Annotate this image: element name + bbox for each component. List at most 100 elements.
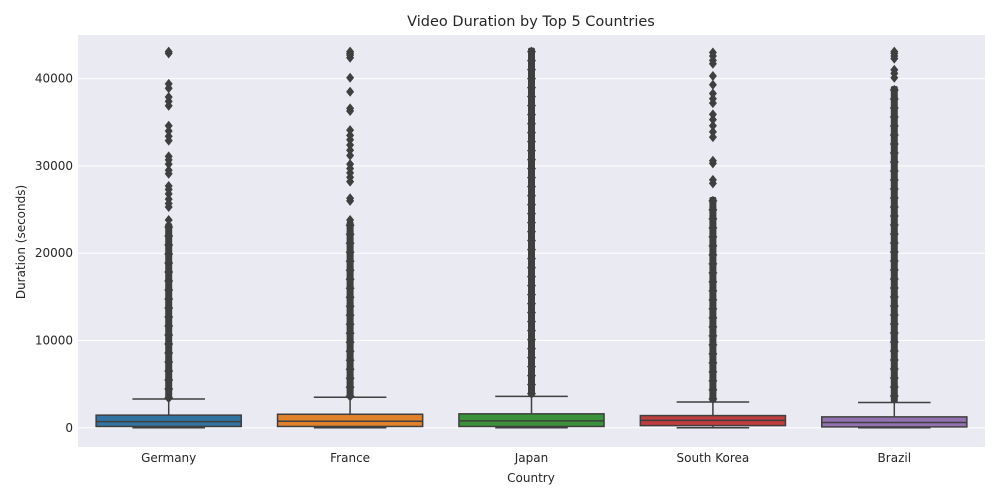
outlier-point bbox=[345, 283, 355, 294]
outlier-point bbox=[527, 100, 536, 111]
outlier-point bbox=[889, 237, 899, 248]
outlier-point bbox=[708, 79, 717, 90]
outlier-point bbox=[527, 64, 536, 75]
outlier-point bbox=[345, 337, 355, 348]
outlier-point bbox=[164, 294, 174, 305]
outlier-point bbox=[708, 93, 717, 104]
outlier-point bbox=[164, 222, 174, 233]
outlier-point bbox=[164, 366, 174, 377]
outlier-point bbox=[346, 193, 355, 204]
outlier-point bbox=[164, 330, 174, 341]
x-tick-label: Japan bbox=[514, 451, 548, 465]
outlier-point bbox=[345, 328, 355, 339]
chart-title: Video Duration by Top 5 Countries bbox=[407, 14, 655, 30]
outlier-point bbox=[889, 390, 899, 401]
outlier-point bbox=[164, 120, 173, 131]
outlier-point bbox=[527, 46, 536, 57]
outlier-point bbox=[889, 273, 899, 284]
outlier-point bbox=[345, 355, 355, 366]
outlier-point bbox=[346, 215, 355, 226]
outlier-point bbox=[708, 240, 718, 251]
outlier-point bbox=[708, 339, 718, 350]
outlier-point bbox=[345, 310, 355, 321]
outlier-point bbox=[889, 192, 899, 203]
y-tick-label: 40000 bbox=[35, 72, 73, 86]
outlier-point bbox=[708, 384, 718, 395]
outlier-point bbox=[708, 303, 718, 314]
outlier-point bbox=[889, 300, 899, 311]
outlier-point bbox=[889, 219, 899, 230]
outlier-point bbox=[345, 238, 355, 249]
outlier-point bbox=[708, 330, 718, 341]
outlier-point bbox=[708, 276, 718, 287]
outlier-point bbox=[889, 282, 899, 293]
outlier-point bbox=[345, 391, 355, 402]
outlier-point bbox=[527, 307, 536, 318]
box-france bbox=[276, 46, 424, 429]
outlier-point bbox=[527, 226, 536, 237]
outlier-point bbox=[889, 345, 899, 356]
outlier-point bbox=[889, 381, 899, 392]
outlier-point bbox=[527, 154, 536, 165]
outlier-point bbox=[708, 88, 717, 99]
outlier-point bbox=[527, 235, 536, 246]
outlier-point bbox=[527, 190, 536, 201]
outlier-point bbox=[708, 71, 717, 82]
outlier-point bbox=[527, 298, 536, 309]
outlier-point bbox=[164, 91, 173, 102]
outlier-point bbox=[346, 46, 355, 57]
outlier-point bbox=[164, 78, 173, 89]
outlier-point bbox=[889, 183, 899, 194]
y-tick-label: 10000 bbox=[35, 334, 73, 348]
outlier-point bbox=[346, 125, 355, 136]
outlier-point bbox=[346, 103, 355, 114]
outlier-point bbox=[708, 109, 717, 120]
outlier-point bbox=[164, 339, 174, 350]
outlier-point bbox=[345, 373, 355, 384]
outlier-point bbox=[345, 274, 355, 285]
outlier-point bbox=[527, 244, 536, 255]
outlier-point bbox=[708, 132, 717, 143]
outlier-point bbox=[708, 348, 718, 359]
outlier-point bbox=[164, 126, 173, 137]
outlier-point bbox=[889, 102, 899, 113]
y-tick-label: 20000 bbox=[35, 246, 73, 260]
outlier-point bbox=[164, 384, 174, 395]
outlier-point bbox=[890, 46, 899, 57]
x-tick-label: Brazil bbox=[878, 451, 912, 465]
outlier-point bbox=[164, 181, 173, 192]
outlier-point bbox=[890, 64, 899, 75]
outlier-point bbox=[527, 109, 536, 120]
outlier-point bbox=[708, 249, 718, 260]
outlier-point bbox=[889, 255, 899, 266]
outlier-point bbox=[708, 258, 718, 269]
outlier-point bbox=[889, 174, 899, 185]
outlier-point bbox=[164, 258, 174, 269]
outlier-point bbox=[164, 46, 173, 57]
outlier-point bbox=[889, 129, 899, 140]
outlier-point bbox=[889, 318, 899, 329]
outlier-point bbox=[889, 309, 899, 320]
outlier-point bbox=[889, 363, 899, 374]
outlier-point bbox=[345, 247, 355, 258]
outlier-point bbox=[708, 231, 718, 242]
outlier-point bbox=[527, 271, 536, 282]
x-tick-label: France bbox=[330, 451, 370, 465]
outlier-point bbox=[889, 201, 899, 212]
x-tick-label: South Korea bbox=[677, 451, 750, 465]
outlier-point bbox=[346, 130, 355, 141]
outlier-point bbox=[708, 285, 718, 296]
box-body bbox=[95, 414, 243, 428]
y-tick-label: 30000 bbox=[35, 159, 73, 173]
x-axis-label: Country bbox=[507, 471, 555, 485]
outlier-point bbox=[164, 303, 174, 314]
outlier-point bbox=[527, 55, 536, 66]
outlier-point bbox=[527, 361, 536, 372]
outlier-point bbox=[345, 319, 355, 330]
outlier-point bbox=[708, 213, 718, 224]
outlier-point bbox=[345, 256, 355, 267]
outlier-point bbox=[889, 228, 899, 239]
x-tick-label: Germany bbox=[141, 451, 196, 465]
outlier-point bbox=[527, 379, 536, 390]
outlier-point bbox=[164, 375, 174, 386]
